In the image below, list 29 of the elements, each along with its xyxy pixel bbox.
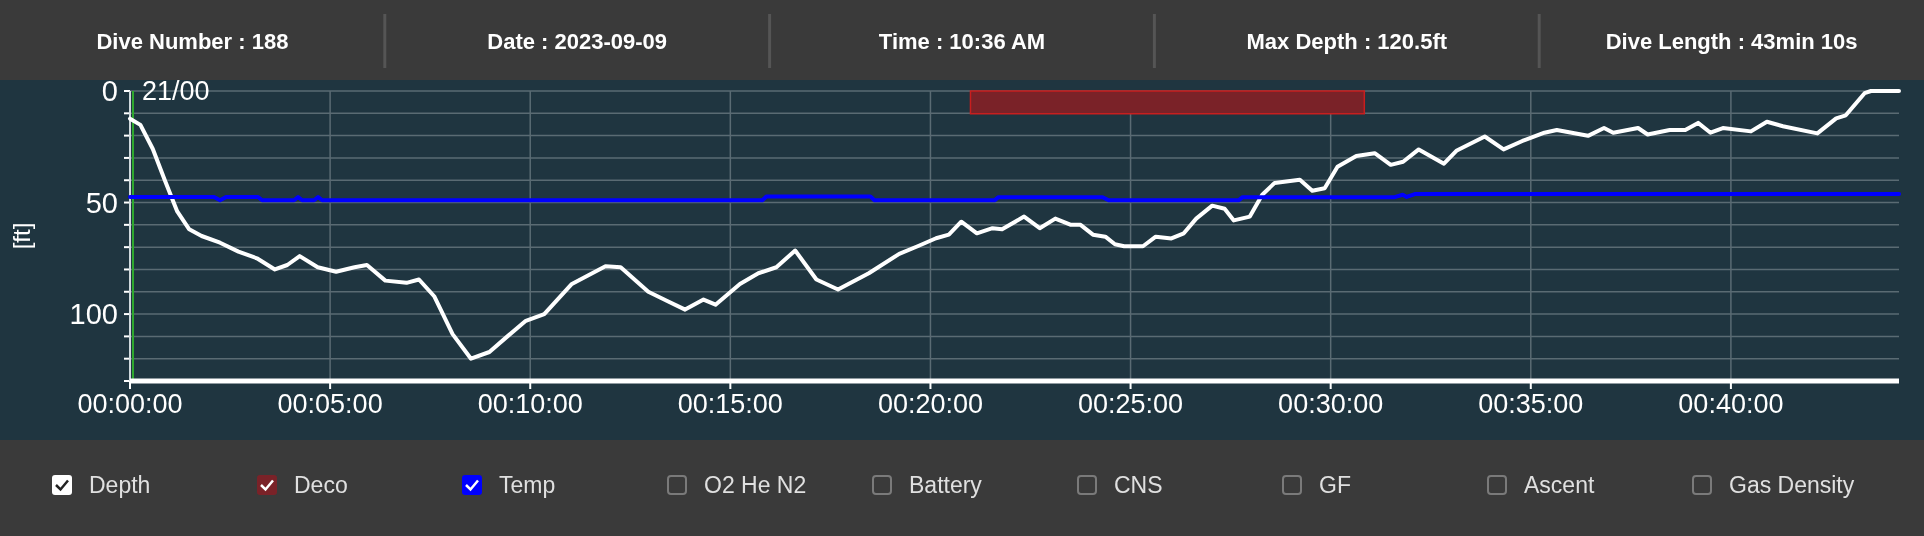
x-tick-label: 00:30:00 — [1278, 389, 1384, 419]
legend-label: Temp — [499, 472, 556, 499]
x-tick-label: 00:00:00 — [77, 389, 183, 419]
text: Battery — [909, 472, 983, 499]
x-tick-label: 00:25:00 — [1078, 389, 1184, 419]
x-tick-label: 00:10:00 — [477, 389, 583, 419]
x-tick-label: 00:35:00 — [1478, 389, 1584, 419]
x-tick-label: 00:05:00 — [277, 389, 383, 419]
text: GF — [1319, 472, 1351, 499]
text: Ascent — [1524, 472, 1595, 499]
x-tick-label: 00:20:00 — [877, 389, 984, 419]
legend-label: Depth — [89, 472, 151, 499]
y-tick-label: 0 — [101, 75, 118, 108]
y-axis-title: [ft] — [8, 222, 35, 250]
text: O2 He N2 — [704, 472, 807, 499]
text: Max Depth : 120.5ft — [1246, 29, 1448, 54]
text: Gas Density — [1729, 472, 1855, 499]
y-tick-label: 50 — [85, 186, 118, 219]
text: Date : 2023-09-09 — [487, 29, 668, 54]
text: Time : 10:36 AM — [878, 29, 1046, 54]
y-tick-label: 100 — [69, 298, 118, 331]
x-tick-label: 00:15:00 — [677, 389, 783, 419]
text: Dive Number : 188 — [96, 29, 289, 54]
x-tick-label: 00:40:00 — [1678, 389, 1784, 419]
legend-label: Deco — [294, 472, 348, 499]
line-series — [128, 192, 1901, 203]
text: Dive Length : 43min 10s — [1605, 29, 1858, 54]
text: CNS — [1114, 472, 1163, 499]
ref-line-label: 21/00 — [142, 76, 210, 106]
